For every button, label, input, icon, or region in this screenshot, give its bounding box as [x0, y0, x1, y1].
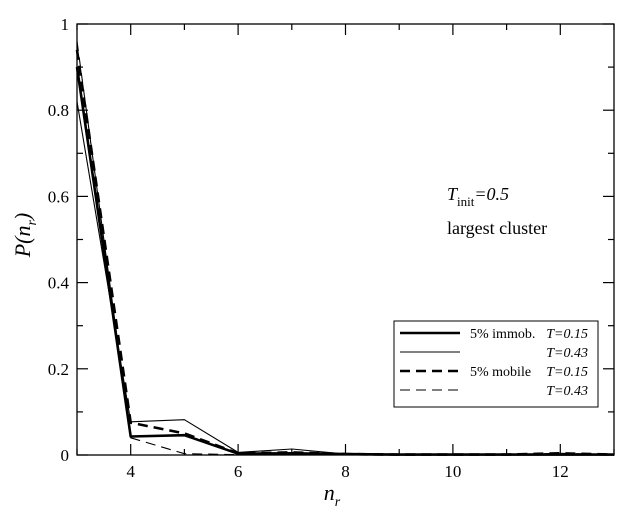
x-axis-label: nr: [324, 480, 341, 510]
legend-group-mobile: 5% mobile: [470, 365, 531, 380]
y-tick-label: 0.4: [48, 274, 70, 293]
series-line-3: [76, 41, 615, 456]
legend-label-mobile-043: T=0.43: [546, 384, 588, 399]
legend-label-immob-043: T=0.43: [546, 346, 588, 361]
x-tick-label: 12: [552, 462, 569, 481]
legend-label-immob-015: T=0.15: [546, 327, 588, 342]
y-tick-label: 0.2: [48, 360, 69, 379]
y-tick-label: 0: [61, 446, 70, 465]
x-tick-label: 8: [341, 462, 350, 481]
y-tick-label: 1: [61, 15, 70, 34]
legend-group-immob: 5% immob.: [470, 327, 535, 342]
y-tick-label: 0.8: [48, 101, 69, 120]
y-axis-label-sub: r: [25, 220, 40, 226]
x-tick-label: 4: [126, 462, 135, 481]
series-lines: [75, 41, 615, 456]
tinit-annotation: Tinit=0.5: [447, 184, 509, 209]
y-tick-label: 0.6: [48, 187, 69, 206]
cluster-annotation: largest cluster: [447, 218, 547, 238]
x-tick-label: 6: [234, 462, 243, 481]
legend: 5% immob. T=0.15 T=0.43 5% mobile T=0.15…: [393, 320, 599, 408]
tick-labels: 4 6 8 10 12 0 0.2 0.4 0.6 0.8 1: [48, 15, 569, 481]
x-tick-label: 10: [444, 462, 461, 481]
legend-label-mobile-015: T=0.15: [546, 365, 588, 380]
legend-box: [393, 320, 599, 408]
y-axis-label: P(nr): [10, 213, 40, 259]
